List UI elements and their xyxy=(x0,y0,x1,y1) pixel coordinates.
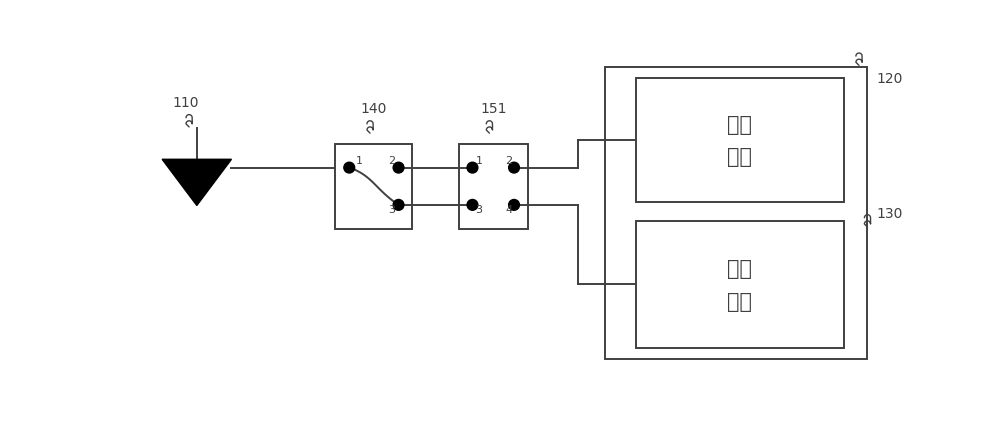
Circle shape xyxy=(344,163,355,174)
Circle shape xyxy=(393,163,404,174)
Text: 2: 2 xyxy=(388,155,395,165)
Text: 第一
芯片: 第一 芯片 xyxy=(727,114,752,167)
Polygon shape xyxy=(605,68,867,359)
Polygon shape xyxy=(335,144,412,229)
Text: 3: 3 xyxy=(388,205,395,215)
Text: 110: 110 xyxy=(172,96,199,110)
Text: 120: 120 xyxy=(876,71,902,86)
Text: 1: 1 xyxy=(356,155,363,165)
Circle shape xyxy=(509,200,519,211)
Text: 151: 151 xyxy=(480,101,507,115)
Circle shape xyxy=(509,163,519,174)
Text: 3: 3 xyxy=(476,205,483,215)
Circle shape xyxy=(467,200,478,211)
Polygon shape xyxy=(459,144,528,229)
Text: 2: 2 xyxy=(505,155,512,165)
Polygon shape xyxy=(162,160,231,206)
Text: 130: 130 xyxy=(876,207,902,221)
Text: 1: 1 xyxy=(476,155,483,165)
Polygon shape xyxy=(636,79,844,202)
Text: 第二
芯片: 第二 芯片 xyxy=(727,258,752,311)
Polygon shape xyxy=(636,221,844,348)
Text: 140: 140 xyxy=(361,101,387,115)
Circle shape xyxy=(467,163,478,174)
Circle shape xyxy=(393,200,404,211)
Text: 4: 4 xyxy=(505,205,512,215)
